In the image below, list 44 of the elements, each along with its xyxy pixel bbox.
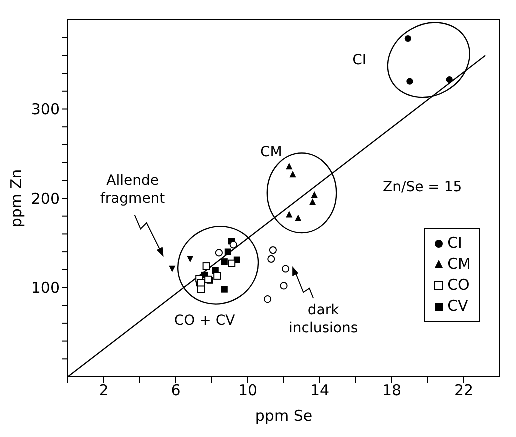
point (187, 256, 194, 263)
legend-label: CV (448, 296, 468, 317)
point (221, 258, 228, 266)
x-tick-label: 6 (171, 382, 181, 400)
y-tick-label: 300 (31, 100, 60, 119)
point (286, 162, 293, 170)
point (311, 192, 318, 198)
x-tick-label: 18 (382, 382, 402, 400)
x-axis-title: ppm Se (255, 407, 313, 425)
point (286, 211, 293, 218)
legend-label: CO (448, 275, 470, 296)
annotation: dark inclusions (289, 302, 358, 337)
x-tick-label: 10 (238, 382, 258, 400)
point (221, 286, 228, 293)
annotation: CM (260, 144, 282, 161)
x-tick-label: 14 (310, 382, 330, 400)
point (282, 265, 290, 273)
point (169, 266, 176, 272)
y-tick-label: 100 (31, 279, 60, 298)
point (295, 214, 302, 222)
point (269, 246, 277, 254)
y-tick-label: 200 (31, 190, 60, 208)
point (268, 255, 276, 263)
point (202, 262, 210, 270)
point (230, 241, 238, 249)
annotation: CI (352, 52, 367, 69)
legend-label: CI (448, 233, 462, 254)
point (214, 272, 222, 280)
point (290, 170, 296, 178)
x-tick-label: 2 (99, 382, 109, 400)
annotation: CO + CV (174, 313, 236, 330)
point (280, 282, 288, 290)
point (197, 286, 205, 294)
x-tick-label: 22 (454, 382, 474, 400)
point (310, 198, 316, 206)
point (264, 296, 272, 304)
point (406, 78, 414, 85)
annotation: Zn/Se = 15 (383, 179, 462, 196)
point (404, 35, 412, 42)
point (215, 249, 223, 257)
annotation: Allende fragment (100, 173, 166, 208)
point (228, 260, 236, 268)
legend-label: CM (448, 254, 471, 275)
y-axis-title: ppm Zn (7, 169, 26, 228)
